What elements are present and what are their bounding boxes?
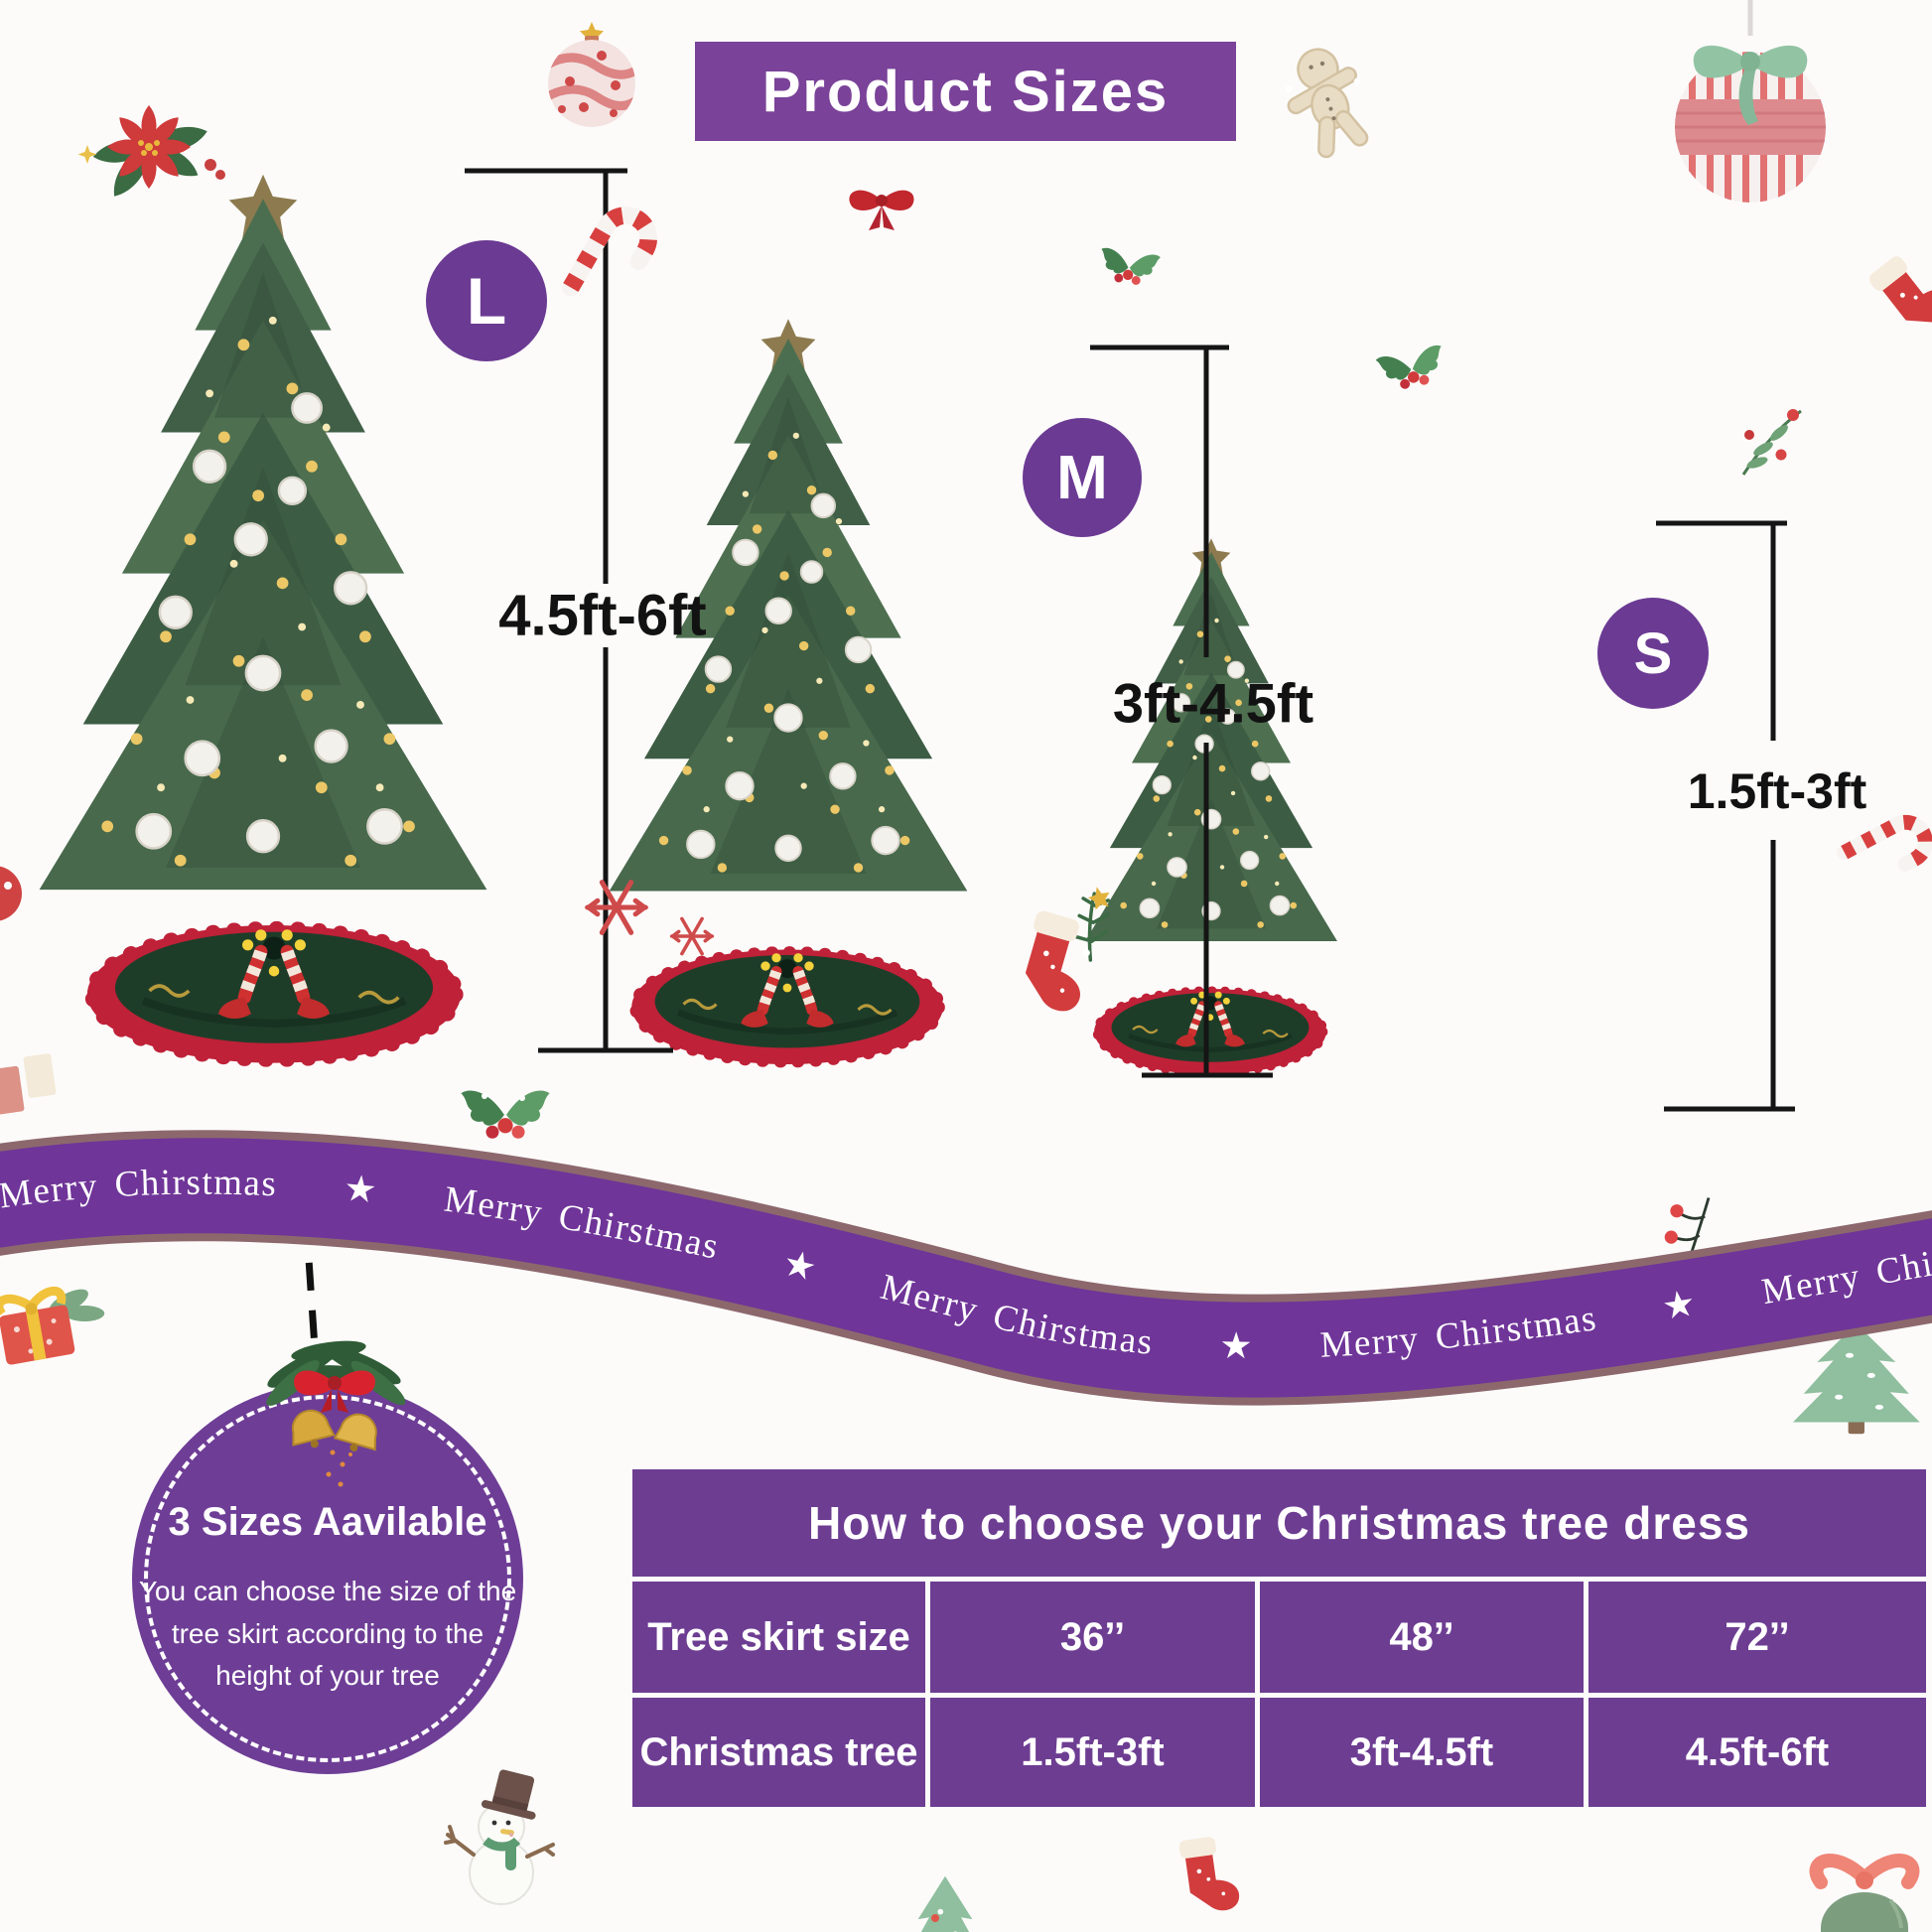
height-range-s: 1.5ft-3ft bbox=[1687, 763, 1867, 819]
holly-large-icon bbox=[461, 1090, 550, 1139]
gift-icon bbox=[0, 1286, 105, 1365]
badge-description-line: height of your tree bbox=[215, 1660, 440, 1692]
size-table: How to choose your Christmas tree dress … bbox=[632, 1469, 1926, 1812]
stocking-bottom-icon bbox=[1177, 1834, 1241, 1916]
skirt-size-value: 72’’ bbox=[1588, 1582, 1926, 1693]
holly-icon bbox=[1097, 247, 1162, 288]
skirt-size-value: 36’’ bbox=[930, 1582, 1255, 1693]
dotted-tree-icon bbox=[900, 1875, 990, 1932]
topper-bow-icon bbox=[294, 1370, 375, 1413]
table-title: How to choose your Christmas tree dress bbox=[632, 1469, 1926, 1577]
holly-right-icon bbox=[1375, 344, 1449, 394]
polka-ornament-icon bbox=[548, 22, 635, 127]
hanging-ornament-icon bbox=[1675, 0, 1826, 203]
tree-height-value: 3ft-4.5ft bbox=[1260, 1698, 1584, 1807]
tree-skirt-s bbox=[1094, 989, 1326, 1074]
candy-cane-icon bbox=[571, 207, 657, 311]
measurement-lines-m bbox=[1090, 345, 1273, 1078]
measurement-lines-s bbox=[1656, 520, 1795, 1112]
badge-title: 3 Sizes Aavilable bbox=[168, 1500, 487, 1544]
size-circle-m: M bbox=[1023, 418, 1142, 537]
gingerbread-icon bbox=[1285, 48, 1369, 159]
badge-description-line: tree skirt according to the bbox=[171, 1617, 484, 1649]
info-badge: 3 Sizes Aavilable You can choose the siz… bbox=[132, 1383, 523, 1774]
poinsettia-icon bbox=[77, 105, 225, 197]
snowman-icon bbox=[444, 1769, 555, 1905]
size-circle-s: S bbox=[1597, 598, 1709, 709]
row-header-skirt-size: Tree skirt size bbox=[632, 1582, 925, 1693]
edge-ball-icon bbox=[0, 866, 22, 921]
pine-bells-icon bbox=[266, 1340, 406, 1487]
tree-skirt-l bbox=[87, 925, 461, 1063]
tree-skirt-m bbox=[631, 950, 943, 1065]
red-bow-icon bbox=[849, 190, 914, 230]
height-range-m: 3ft-4.5ft bbox=[1112, 671, 1314, 735]
badge-dashed-ring bbox=[144, 1395, 511, 1762]
stocking-edge-icon bbox=[1866, 242, 1932, 343]
bells-icon bbox=[291, 1409, 377, 1452]
bell-gift-icon bbox=[1809, 1854, 1920, 1932]
tree-height-value: 1.5ft-3ft bbox=[930, 1698, 1255, 1807]
skirt-size-value: 48’’ bbox=[1260, 1582, 1584, 1693]
tree-photo-s bbox=[1084, 537, 1338, 942]
height-range-l: 4.5ft-6ft bbox=[498, 583, 707, 648]
badge-description-line: You can choose the size of the bbox=[138, 1576, 517, 1606]
stocking-icon bbox=[1012, 908, 1101, 1016]
product-sizes-banner: Product Sizes bbox=[695, 42, 1236, 141]
pine-sprig-icon bbox=[1074, 887, 1111, 962]
snowflake-small-icon bbox=[669, 916, 715, 956]
size-circle-l: L bbox=[426, 240, 547, 361]
berry-sprig-icon bbox=[1741, 409, 1802, 476]
tree-height-value: 4.5ft-6ft bbox=[1588, 1698, 1926, 1807]
row-header-christmas-tree: Christmas tree bbox=[632, 1698, 925, 1807]
edge-parcel-icon bbox=[0, 1053, 57, 1116]
candy-cane-small-icon bbox=[1845, 815, 1932, 887]
tree-photo-l bbox=[38, 173, 488, 892]
